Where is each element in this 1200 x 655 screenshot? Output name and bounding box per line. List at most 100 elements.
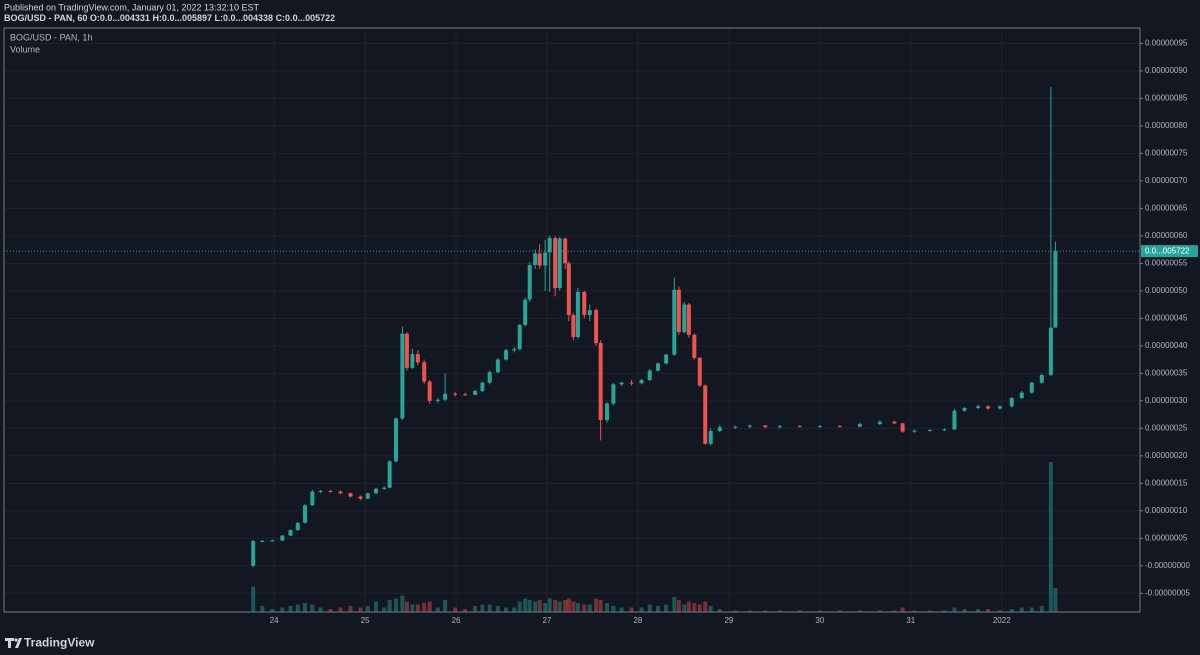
- volume-bar: [1053, 588, 1058, 612]
- candle-body: [400, 333, 405, 419]
- candle-body: [997, 406, 1002, 409]
- volume-bar: [797, 610, 802, 612]
- volume-bar: [480, 604, 485, 612]
- candle-body: [733, 426, 738, 428]
- y-tick-label: -0.00000005: [1145, 588, 1190, 597]
- candle-body: [703, 385, 708, 444]
- volume-bar: [686, 601, 691, 612]
- candle-body: [717, 427, 722, 432]
- volume-bar: [295, 604, 300, 612]
- candle-body: [566, 263, 571, 316]
- volume-bar: [473, 606, 478, 612]
- x-tick-label: 25: [361, 616, 370, 625]
- volume-label: Volume: [10, 44, 40, 54]
- candle-body: [611, 384, 616, 404]
- candle-body: [295, 522, 300, 531]
- volume-bar: [517, 601, 522, 612]
- volume-bar: [952, 607, 957, 612]
- candle-body: [639, 379, 644, 384]
- volume-bar: [676, 600, 681, 612]
- candle-body: [817, 426, 822, 428]
- candle-body: [697, 357, 702, 386]
- candle-body: [387, 461, 392, 488]
- last-price-label: 0.0...005722: [1145, 246, 1190, 255]
- volume-bar: [453, 607, 458, 612]
- candle-body: [427, 381, 432, 401]
- published-note: Published on TradingView.com, January 01…: [4, 2, 260, 12]
- candle-body: [473, 390, 478, 395]
- volume-bar: [997, 610, 1002, 612]
- volume-bar: [338, 607, 343, 612]
- candle-body: [605, 403, 610, 421]
- symbol: BOG/USD - PAN, 60: [4, 13, 87, 23]
- ohlc-close: C:0.0...005722: [276, 13, 336, 23]
- volume-bar: [611, 606, 616, 612]
- y-tick-label: 0.00000005: [1145, 533, 1188, 542]
- candle-body: [288, 530, 293, 536]
- volume-bar: [527, 600, 532, 612]
- volume-bar: [692, 603, 697, 612]
- volume-bar: [288, 606, 293, 612]
- brand: TradingView: [24, 636, 95, 650]
- volume-bar: [533, 601, 538, 612]
- volume-bar: [463, 609, 468, 612]
- volume-bar: [763, 610, 768, 612]
- volume-bar: [1009, 609, 1014, 612]
- candle-body: [512, 349, 517, 351]
- candle-body: [708, 431, 713, 444]
- volume-bar: [537, 600, 542, 612]
- candle-body: [927, 429, 932, 431]
- volume-bar: [318, 607, 323, 612]
- candle-body: [422, 362, 427, 382]
- volume-bar: [747, 610, 752, 612]
- candle-body: [629, 382, 634, 384]
- x-tick-label: 24: [270, 616, 279, 625]
- x-tick-label: 27: [543, 616, 552, 625]
- candle-body: [1009, 398, 1014, 407]
- volume-bar: [571, 601, 576, 612]
- volume-bar: [487, 604, 492, 612]
- candle-body: [495, 359, 500, 373]
- candle-body: [394, 418, 399, 462]
- volume-bar: [598, 600, 603, 612]
- candle-body: [655, 363, 660, 371]
- x-tick-label: 2022: [993, 616, 1011, 625]
- volume-bar: [427, 601, 432, 612]
- volume-bar: [270, 609, 275, 612]
- candle-body: [962, 407, 967, 411]
- volume-bar: [582, 604, 587, 612]
- volume-bar: [717, 609, 722, 612]
- candle-body: [547, 238, 552, 253]
- candle-body: [594, 310, 599, 344]
- candle-body: [647, 370, 652, 380]
- volume-bar: [664, 604, 669, 612]
- volume-bar: [619, 607, 624, 612]
- volume-bar: [1048, 462, 1053, 612]
- volume-bar: [410, 604, 415, 612]
- volume-bar: [557, 601, 562, 612]
- candle-body: [537, 253, 542, 266]
- y-tick-label: 0.00000080: [1145, 121, 1188, 130]
- volume-bar: [504, 607, 509, 612]
- candle-body: [358, 496, 363, 499]
- candle-body: [527, 265, 532, 300]
- volume-bar: [310, 604, 315, 612]
- volume-bar: [400, 595, 405, 612]
- volume-bar: [358, 607, 363, 612]
- candle-body: [892, 421, 897, 424]
- candle-body: [692, 334, 697, 358]
- candle-body: [797, 426, 802, 428]
- candle-body: [338, 491, 343, 494]
- volume-bar: [587, 604, 592, 612]
- candle-body: [533, 253, 538, 266]
- volume-bar: [415, 604, 420, 612]
- candle-body: [942, 429, 947, 431]
- volume-bar: [404, 601, 409, 612]
- volume-bar: [422, 603, 427, 612]
- candle-body: [575, 291, 580, 338]
- x-tick-label: 28: [633, 616, 642, 625]
- volume-bar: [900, 607, 905, 612]
- last-price-badge: [1141, 245, 1198, 258]
